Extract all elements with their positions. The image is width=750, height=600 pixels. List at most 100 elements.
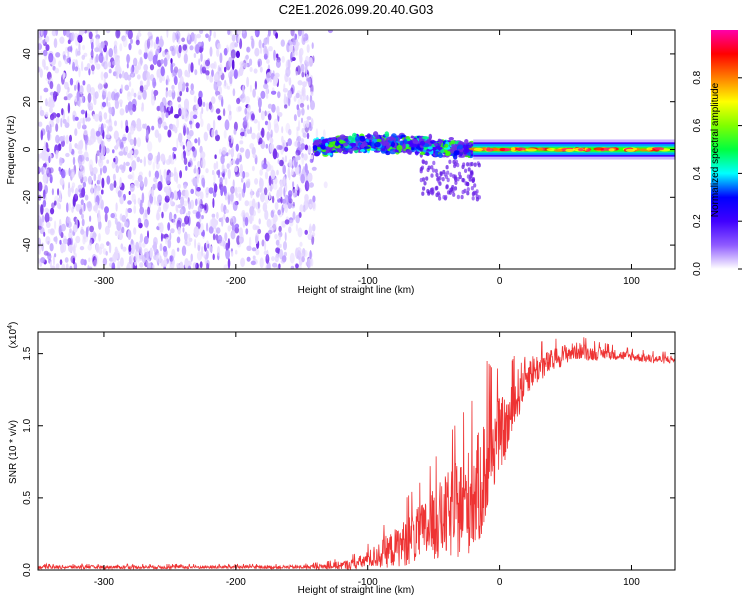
- spectrogram-noise-cell: [250, 260, 256, 266]
- spectrogram-noise-cell: [203, 131, 208, 142]
- spectrogram-peak-cell: [482, 147, 487, 151]
- spectrogram-noise-cell: [142, 242, 146, 248]
- spectrogram-noise-cell: [294, 42, 299, 52]
- spectrogram-noise-cell: [153, 195, 156, 206]
- spectrogram-noise-cell: [114, 155, 119, 165]
- spectrogram-noise-cell: [259, 169, 263, 176]
- spectrogram-noise-cell: [141, 192, 145, 204]
- spectrogram-noise-cell: [284, 146, 289, 152]
- spectrogram-noise-cell: [43, 153, 49, 162]
- spectrogram-noise-cell: [208, 101, 213, 110]
- spectrogram-noise-cell: [102, 90, 107, 100]
- spectrogram-noise-cell: [113, 40, 118, 48]
- spectrogram-noise-cell: [95, 243, 100, 253]
- spectrogram-noise-cell: [65, 152, 70, 158]
- spectrogram-noise-cell: [121, 214, 127, 223]
- spectrogram-noise-cell: [301, 71, 305, 78]
- spectrogram-peak-cell: [499, 147, 506, 152]
- spectrogram-noise-cell: [69, 228, 72, 233]
- spectrogram-noise-cell: [239, 147, 245, 153]
- spectrogram-noise-cell: [280, 196, 283, 204]
- spectrogram-noise-cell: [75, 235, 81, 244]
- spectrogram-noise-cell: [190, 253, 193, 262]
- spectrogram-noise-cell: [108, 125, 113, 132]
- spectrogram-noise-cell: [153, 81, 157, 87]
- spectrogram-noise-cell: [235, 143, 239, 152]
- spectrogram-noise-cell: [259, 257, 264, 269]
- spectrogram-noise-cell: [74, 128, 78, 137]
- spectrogram-noise-cell: [181, 152, 184, 161]
- spectrogram-noise-cell: [224, 79, 227, 87]
- spectrogram-noise-cell: [262, 162, 268, 170]
- spectrogram-signal-cell: [366, 133, 371, 139]
- spectrogram-tail-cell: [443, 172, 447, 177]
- spectrogram-noise-cell: [74, 84, 77, 91]
- spectrogram-signal-cell: [448, 137, 454, 141]
- spectrogram-y-tick-label: -40: [22, 237, 33, 252]
- spectrogram-noise-cell: [103, 44, 107, 53]
- spectrogram-noise-cell: [243, 119, 248, 126]
- spectrogram-noise-cell: [101, 155, 106, 160]
- spectrogram-noise-cell: [65, 30, 70, 38]
- spectrogram-noise-cell: [89, 57, 94, 64]
- spectrogram-noise-cell: [107, 91, 112, 101]
- spectrogram-tail-cell: [470, 161, 474, 167]
- spectrogram-noise-cell: [243, 182, 246, 194]
- spectrogram-noise-cell: [184, 98, 189, 109]
- spectrogram-noise-cell: [217, 252, 220, 261]
- spectrogram-tail-cell: [438, 175, 442, 181]
- spectrogram-noise-cell: [245, 228, 249, 235]
- spectrogram-noise-cell: [264, 120, 269, 126]
- spectrogram-signal-cell: [403, 138, 408, 145]
- spectrogram-noise-cell: [307, 104, 310, 111]
- spectrogram-noise-cell: [131, 88, 134, 97]
- spectrogram-tail-cell: [470, 186, 474, 191]
- spectrogram-noise-cell: [127, 262, 130, 269]
- spectrogram-noise-cell: [86, 201, 92, 209]
- spectrogram-noise-cell: [98, 157, 104, 168]
- spectrogram-noise-cell: [213, 31, 217, 39]
- spectrogram-noise-cell: [127, 229, 132, 240]
- spectrogram-noise-cell: [258, 107, 262, 113]
- spectrogram-noise-cell: [115, 202, 118, 212]
- spectrogram-noise-cell: [297, 262, 302, 269]
- spectrogram-noise-cell: [219, 177, 223, 185]
- spectrogram-noise-cell: [142, 89, 147, 100]
- spectrogram-noise-cell: [125, 207, 128, 218]
- spectrogram-noise-cell: [183, 125, 186, 136]
- spectrogram-noise-cell: [196, 173, 200, 179]
- spectrogram-noise-cell: [125, 161, 130, 167]
- spectrogram-noise-cell: [238, 192, 242, 202]
- spectrogram-noise-cell: [248, 200, 253, 208]
- spectrogram-noise-cell: [212, 198, 215, 208]
- spectrogram-signal-cell: [425, 151, 430, 157]
- spectrogram-noise-cell: [116, 141, 120, 147]
- spectrogram-noise-cell: [292, 211, 296, 220]
- spectrogram-noise-cell: [77, 82, 80, 93]
- spectrogram-noise-cell: [153, 89, 159, 96]
- spectrogram-noise-cell: [131, 244, 137, 250]
- spectrogram-noise-cell: [120, 243, 124, 250]
- spectrogram-noise-cell: [155, 162, 160, 170]
- spectrogram-tail-cell: [466, 191, 470, 196]
- spectrogram-noise-cell: [271, 90, 277, 95]
- spectrogram-noise-cell: [72, 257, 76, 265]
- spectrogram-noise-cell: [195, 211, 201, 219]
- spectrogram-noise-cell: [97, 83, 103, 90]
- spectrogram-noise-cell: [292, 188, 297, 198]
- spectrogram-noise-cell: [202, 253, 206, 258]
- spectrogram-signal-cell: [435, 150, 439, 157]
- spectrogram-noise-cell: [292, 201, 295, 207]
- spectrogram-noise-cell: [90, 64, 95, 72]
- spectrogram-noise-cell: [224, 177, 228, 185]
- spectrogram-noise-cell: [195, 44, 200, 54]
- spectrogram-noise-cell: [183, 200, 188, 207]
- spectrogram-noise-cell: [93, 185, 97, 196]
- spectrogram-noise-cell: [81, 213, 84, 220]
- spectrogram-noise-cell: [245, 148, 251, 159]
- colorbar-tick-label: 0.2: [692, 214, 703, 228]
- spectrogram-noise-cell: [163, 105, 166, 114]
- spectrogram-noise-cell: [301, 256, 305, 263]
- spectrogram-noise-cell: [100, 167, 102, 176]
- spectrogram-noise-cell: [287, 89, 293, 99]
